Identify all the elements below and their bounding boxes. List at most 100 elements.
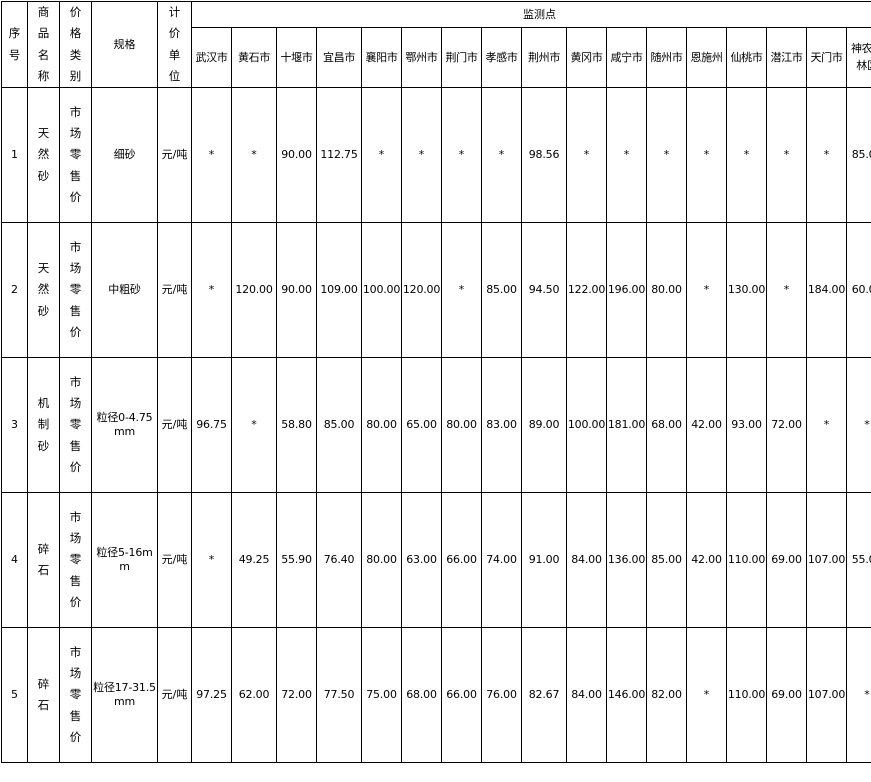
header-city-14: 仙桃市 — [726, 27, 767, 89]
cell-spec: 中粗砂 — [91, 222, 158, 359]
cell-city-value: 42.00 — [686, 492, 727, 629]
cell-seq: 5 — [1, 627, 28, 764]
cell-city-value: 89.00 — [521, 357, 567, 494]
cell-city-value: * — [766, 222, 807, 359]
cell-city-value: 120.00 — [401, 222, 442, 359]
cell-city-value: 112.75 — [316, 87, 362, 224]
cell-price-type-text: 市场零售价 — [69, 509, 82, 609]
cell-city-value: * — [606, 87, 647, 224]
cell-city-value: 107.00 — [806, 627, 847, 764]
cell-city-value: 98.56 — [521, 87, 567, 224]
header-city-label: 恩施州 — [690, 50, 723, 64]
table-row: 5 碎石 市场零售价 粒径17-31.5mm 元/吨 97.25 62.00 72.00 77.… — [1, 627, 871, 764]
cell-price-type-text: 市场零售价 — [69, 644, 82, 744]
header-seq-label: 序号 — [8, 26, 21, 62]
cell-unit: 元/吨 — [157, 357, 192, 494]
cell-price-type: 市场零售价 — [59, 222, 92, 359]
header-city-5: 襄阳市 — [361, 27, 402, 89]
cell-city-value: * — [231, 87, 277, 224]
cell-city-value: * — [806, 87, 847, 224]
cell-spec: 粒径5-16mm — [91, 492, 158, 629]
header-city-6: 鄂州市 — [401, 27, 442, 89]
cell-city-value: 69.00 — [766, 492, 807, 629]
cell-city-value: * — [231, 357, 277, 494]
header-city-label: 仙桃市 — [730, 50, 763, 64]
cell-product-name: 碎石 — [27, 492, 60, 629]
cell-city-value: 49.25 — [231, 492, 277, 629]
cell-unit: 元/吨 — [157, 87, 192, 224]
table-body: 1 天然砂 市场零售价 细砂 元/吨 * * 90.00 112.75 * * * * 98.56 * * * *… — [1, 87, 871, 764]
cell-price-type: 市场零售价 — [59, 627, 92, 764]
cell-city-value: * — [686, 222, 727, 359]
cell-spec: 粒径0-4.75mm — [91, 357, 158, 494]
cell-city-value: * — [361, 87, 402, 224]
cell-city-value: 80.00 — [646, 222, 687, 359]
cell-product-name: 天然砂 — [27, 222, 60, 359]
header-city-9: 荆州市 — [521, 27, 567, 89]
cell-city-value: 80.00 — [361, 492, 402, 629]
header-city-label: 咸宁市 — [610, 50, 643, 64]
cell-city-value: * — [646, 87, 687, 224]
header-city-7: 荆门市 — [441, 27, 482, 89]
header-city-label: 襄阳市 — [365, 50, 398, 64]
cell-city-value: 62.00 — [231, 627, 277, 764]
cell-seq: 2 — [1, 222, 28, 359]
cell-city-value: 76.00 — [481, 627, 522, 764]
header-city-label: 黄石市 — [237, 50, 271, 64]
cell-city-value: * — [766, 87, 807, 224]
cell-seq: 3 — [1, 357, 28, 494]
cell-city-value: 96.75 — [191, 357, 232, 494]
header-city-2: 黄石市 — [231, 27, 277, 89]
cell-city-value: 110.00 — [726, 627, 767, 764]
cell-city-value: 82.00 — [646, 627, 687, 764]
cell-city-value: 82.67 — [521, 627, 567, 764]
table-row: 1 天然砂 市场零售价 细砂 元/吨 * * 90.00 112.75 * * * * 98.56 * * * *… — [1, 87, 871, 224]
cell-city-value: 85.00 — [846, 87, 871, 224]
cell-city-value: 66.00 — [441, 492, 482, 629]
cell-city-value: 60.00 — [846, 222, 871, 359]
cell-city-value: 100.00 — [361, 222, 402, 359]
cell-city-value: 63.00 — [401, 492, 442, 629]
cell-city-value: 77.50 — [316, 627, 362, 764]
header-city-label: 荆州市 — [527, 50, 561, 64]
cell-city-value: 130.00 — [726, 222, 767, 359]
cell-city-value: 68.00 — [646, 357, 687, 494]
cell-city-value: 146.00 — [606, 627, 647, 764]
cell-city-value: 83.00 — [481, 357, 522, 494]
header-price-type-label: 价格类别 — [69, 5, 82, 83]
cell-product-name-text: 天然砂 — [37, 126, 50, 183]
cell-city-value: 85.00 — [646, 492, 687, 629]
cell-city-value: * — [441, 87, 482, 224]
header-product-name: 商品名称 — [27, 0, 60, 89]
header-city-label: 武汉市 — [195, 50, 228, 64]
cell-price-type-text: 市场零售价 — [69, 374, 82, 474]
header-spec: 规格 — [91, 0, 158, 89]
cell-city-value: 196.00 — [606, 222, 647, 359]
header-city-16: 天门市 — [806, 27, 847, 89]
cell-product-name-text: 碎石 — [37, 676, 50, 713]
cell-city-value: 66.00 — [441, 627, 482, 764]
cell-city-value: 90.00 — [276, 222, 317, 359]
cell-city-value: * — [566, 87, 607, 224]
header-unit: 计价单位 — [157, 0, 192, 89]
cell-city-value: * — [806, 357, 847, 494]
cell-price-type-text: 市场零售价 — [69, 239, 82, 339]
header-city-13: 恩施州 — [686, 27, 727, 89]
header-city-17: 神农架林区 — [846, 27, 871, 89]
cell-city-value: 93.00 — [726, 357, 767, 494]
cell-city-value: 181.00 — [606, 357, 647, 494]
cell-price-type: 市场零售价 — [59, 357, 92, 494]
cell-city-value: 72.00 — [766, 357, 807, 494]
cell-city-value: * — [401, 87, 442, 224]
cell-city-value: 68.00 — [401, 627, 442, 764]
header-monitoring-points-group: 监测点 — [191, 0, 871, 29]
cell-city-value: 76.40 — [316, 492, 362, 629]
header-city-label: 十堰市 — [280, 50, 313, 64]
cell-city-value: 80.00 — [361, 357, 402, 494]
header-city-label: 神农架林区 — [850, 42, 871, 72]
header-city-label: 孝感市 — [485, 50, 518, 64]
header-city-label: 宜昌市 — [322, 50, 356, 64]
header-row-cities: 武汉市 黄石市 十堰市 宜昌市 襄阳市 鄂州市 荆门市 孝感市 荆州市 黄冈市 咸宁市 随州市 恩施州仙… — [2, 27, 871, 89]
cell-city-value: 107.00 — [806, 492, 847, 629]
